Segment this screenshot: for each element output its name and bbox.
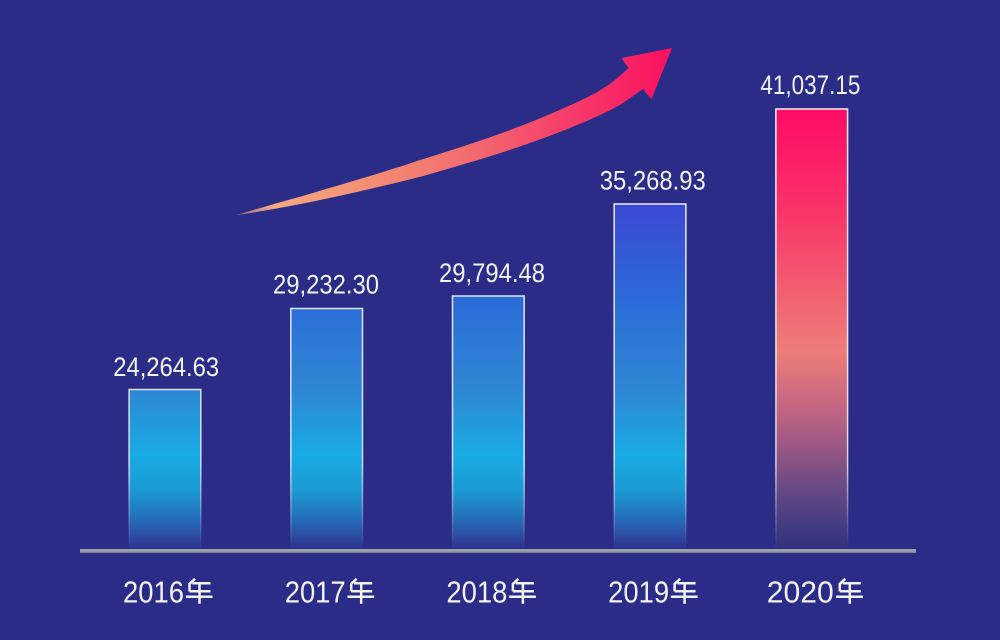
svg-text:29,232.30: 29,232.30 [273,269,379,299]
svg-text:2016: 2016 [123,575,184,610]
svg-text:2020: 2020 [767,575,834,610]
svg-text:2018: 2018 [446,575,507,610]
svg-text:41,037.15: 41,037.15 [760,70,860,100]
svg-text:2019: 2019 [608,575,669,610]
svg-text:29,794.48: 29,794.48 [439,258,545,288]
svg-text:2017: 2017 [285,575,346,610]
svg-text:35,268.93: 35,268.93 [600,165,706,195]
svg-text:24,264.63: 24,264.63 [113,352,219,382]
